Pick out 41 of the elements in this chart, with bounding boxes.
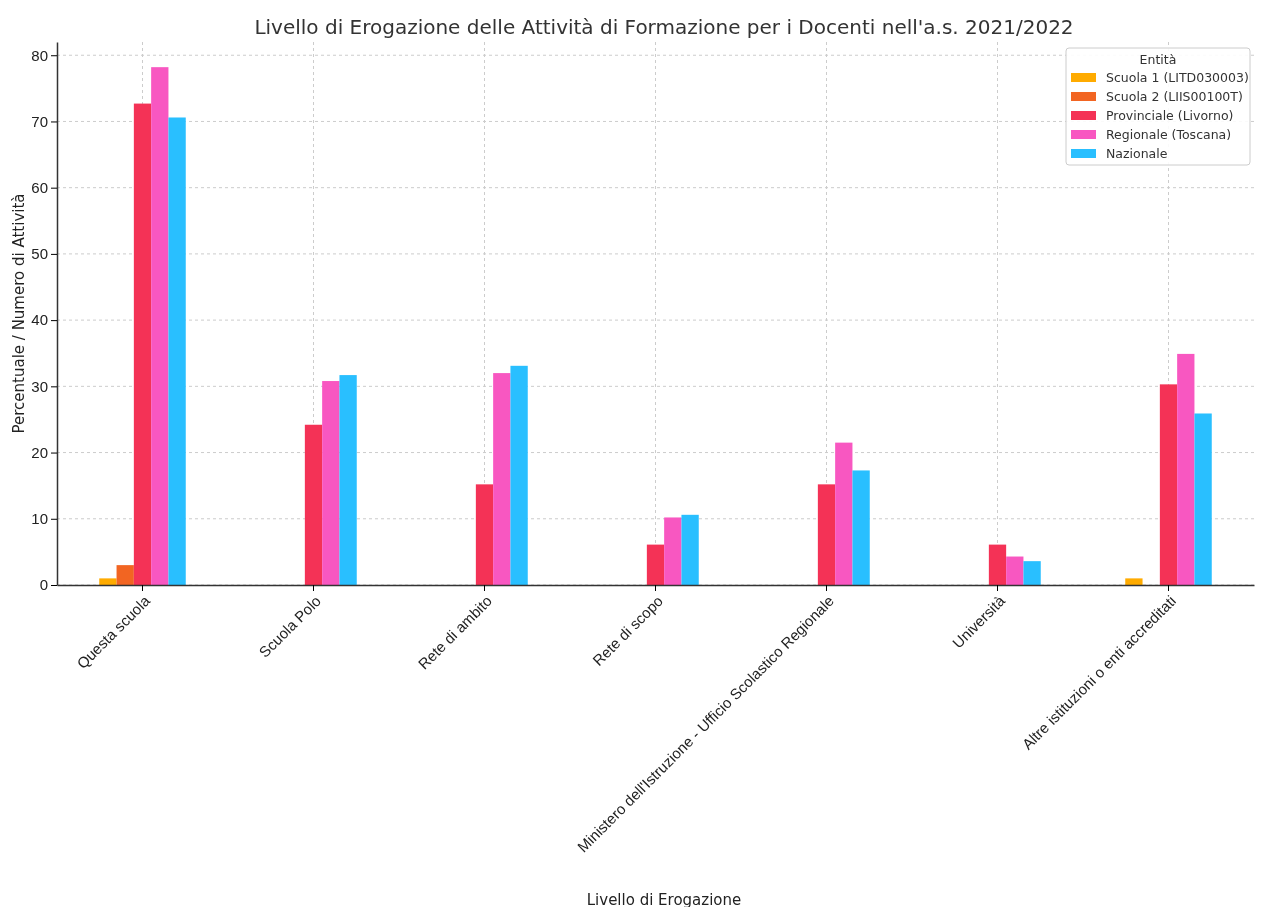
legend-label: Scuola 2 (LIIS00100T) — [1106, 89, 1243, 104]
y-axis-title: Percentuale / Numero di Attività — [10, 193, 28, 434]
y-tick-label: 20 — [31, 443, 48, 461]
bar — [664, 517, 682, 585]
bar — [133, 103, 152, 585]
bar — [681, 514, 699, 585]
bar — [817, 484, 836, 585]
bar — [1159, 384, 1178, 585]
chart-title: Livello di Erogazione delle Attività di Formazione per i Docenti nell'a.s. 2021/2022 — [254, 15, 1074, 39]
legend-label: Scuola 1 (LITD030003) — [1106, 70, 1249, 85]
legend-label: Nazionale — [1106, 146, 1168, 161]
y-tick-label: 50 — [31, 245, 48, 263]
bar — [852, 470, 870, 585]
y-tick-label: 0 — [39, 576, 48, 594]
bar — [304, 424, 323, 585]
y-tick-label: 10 — [31, 510, 48, 528]
bar — [322, 381, 340, 585]
bar — [151, 67, 169, 585]
y-tick-label: 60 — [31, 178, 48, 196]
bar — [510, 365, 528, 585]
bar — [1023, 561, 1041, 585]
legend-label: Regionale (Toscana) — [1106, 127, 1232, 142]
y-tick-label: 80 — [31, 46, 48, 64]
bar — [168, 117, 186, 585]
y-tick-label: 40 — [31, 311, 48, 329]
legend-title: Entità — [1139, 52, 1177, 67]
bar — [646, 544, 665, 585]
bar — [835, 442, 853, 585]
bar — [1006, 556, 1024, 585]
y-tick-label: 70 — [31, 112, 48, 130]
bar — [116, 565, 134, 585]
bar — [1194, 413, 1212, 585]
bar — [339, 375, 357, 585]
bar — [475, 484, 494, 585]
bar — [493, 373, 511, 585]
bar — [1125, 578, 1143, 585]
bar — [988, 544, 1007, 585]
y-tick-label: 30 — [31, 377, 48, 395]
legend-label: Provinciale (Livorno) — [1106, 108, 1234, 123]
bar — [99, 578, 117, 585]
bar — [1177, 353, 1195, 585]
